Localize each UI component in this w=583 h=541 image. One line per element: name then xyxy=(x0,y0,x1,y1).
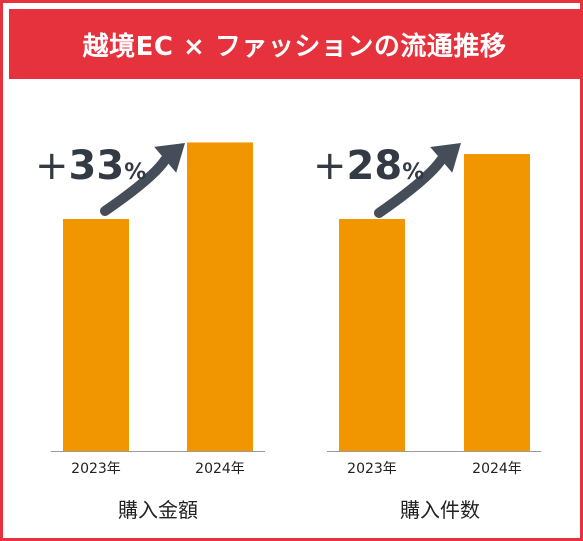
charts-canvas: 2023年 2024年 +33% 購入金額 2023年 2024年 +28% 購入件数 xyxy=(35,142,541,522)
chart-1-caption: 購入金額 xyxy=(118,498,198,522)
chart-2-growth-sign: + xyxy=(313,143,347,189)
chart-1-growth-arrow-shaft xyxy=(100,154,171,216)
chart-1-growth-arrow-head xyxy=(154,143,185,173)
chart-1-growth-sign: + xyxy=(35,143,69,189)
chart-2-growth-arrow-shaft xyxy=(374,154,447,218)
chart-2-tick-label: 2024年 xyxy=(472,461,522,477)
chart-2-growth-unit: % xyxy=(402,160,424,185)
chart-2-growth-number: 28 xyxy=(347,143,403,189)
page-title: 越境EC × ファッションの流通推移 xyxy=(82,31,507,62)
chart-1-growth-unit: % xyxy=(124,160,146,185)
chart-2-growth-label: +28% xyxy=(313,143,424,189)
chart-1-growth-label: +33% xyxy=(35,143,146,189)
chart-2-bar-2024 xyxy=(464,154,530,452)
title-banner: 越境EC × ファッションの流通推移 xyxy=(9,9,580,79)
chart-1-growth-number: 33 xyxy=(69,143,125,189)
chart-2-caption: 購入件数 xyxy=(400,498,480,522)
chart-2-bar-2023 xyxy=(339,219,405,451)
chart-1-tick-label: 2023年 xyxy=(71,461,121,477)
chart-1-tick-label: 2024年 xyxy=(195,461,245,477)
chart-1-bar-2023 xyxy=(63,219,129,451)
chart-1-bar-2024 xyxy=(187,142,253,451)
chart-2-tick-label: 2023年 xyxy=(347,461,397,477)
chart-2-growth-arrow-head xyxy=(430,143,461,173)
